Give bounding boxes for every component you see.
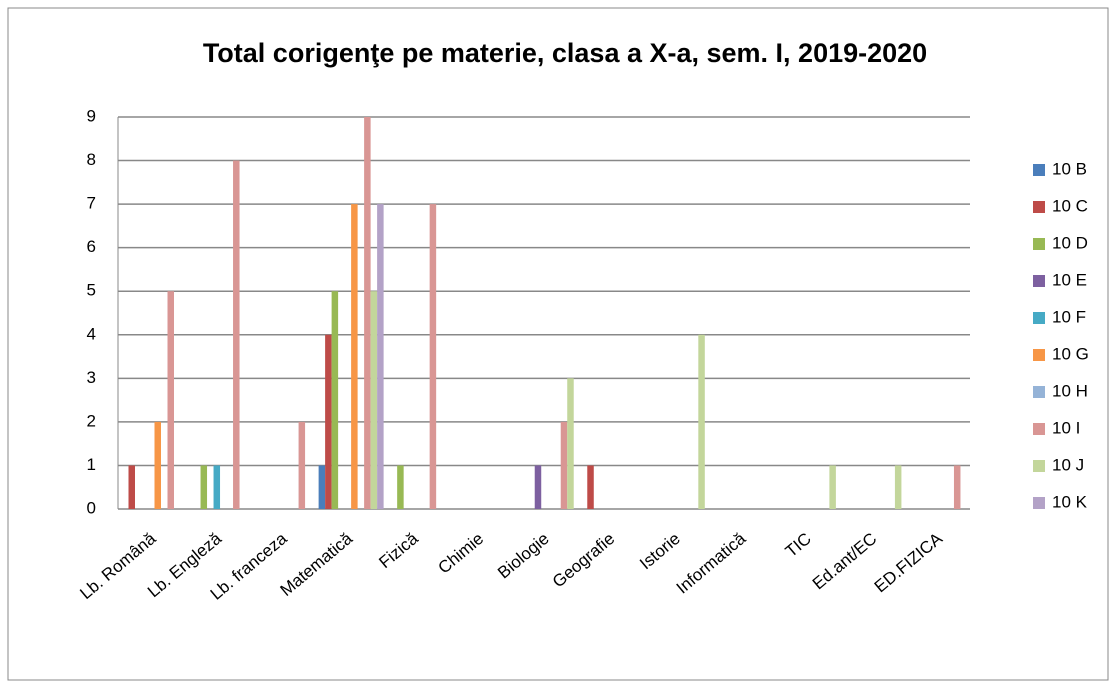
legend-swatch	[1033, 164, 1045, 176]
y-tick-label: 6	[87, 237, 96, 256]
bar	[894, 465, 902, 509]
bar	[364, 117, 371, 509]
bar	[167, 291, 174, 509]
legend-swatch	[1033, 312, 1045, 324]
legend-label: 10 F	[1052, 307, 1086, 326]
legend-swatch	[1033, 275, 1045, 287]
legend-swatch	[1033, 201, 1045, 213]
y-tick-label: 5	[87, 281, 96, 300]
bar	[397, 465, 404, 509]
y-tick-label: 1	[87, 455, 96, 474]
bar	[829, 465, 836, 509]
bar	[534, 465, 542, 509]
bar	[128, 465, 135, 509]
y-tick-label: 2	[87, 411, 96, 430]
legend-label: 10 H	[1052, 381, 1088, 400]
bar	[429, 204, 437, 509]
bar	[331, 291, 339, 509]
legend-label: 10 K	[1052, 492, 1088, 511]
bar	[953, 465, 961, 509]
bar	[325, 334, 332, 509]
bar	[560, 421, 568, 509]
bar	[298, 421, 306, 509]
bar	[370, 291, 378, 509]
bar	[377, 204, 384, 509]
bar	[567, 378, 574, 509]
bar	[698, 334, 705, 509]
chart-frame	[7, 7, 1109, 681]
legend-swatch	[1033, 349, 1045, 361]
y-tick-label: 7	[87, 194, 96, 213]
bar	[154, 421, 161, 509]
bar	[233, 160, 240, 510]
y-tick-label: 4	[87, 324, 96, 343]
legend-label: 10 C	[1052, 196, 1088, 215]
legend-label: 10 B	[1052, 159, 1087, 178]
legend-label: 10 D	[1052, 233, 1088, 252]
y-tick-label: 0	[87, 498, 96, 517]
bar	[318, 465, 326, 509]
y-tick-label: 8	[87, 150, 96, 169]
legend-swatch	[1033, 497, 1045, 509]
legend-swatch	[1033, 460, 1045, 472]
bar	[351, 204, 358, 509]
chart-title: Total corigenţe pe materie, clasa a X-a,…	[203, 38, 927, 68]
bar	[200, 465, 208, 509]
legend-swatch	[1033, 386, 1045, 398]
legend-swatch	[1033, 238, 1045, 250]
y-tick-label: 3	[87, 368, 96, 387]
legend-label: 10 J	[1052, 455, 1084, 474]
legend-label: 10 E	[1052, 270, 1087, 289]
bar	[587, 465, 594, 509]
legend-label: 10 I	[1052, 418, 1080, 437]
legend-label: 10 G	[1052, 344, 1089, 363]
bar	[213, 465, 221, 509]
legend-swatch	[1033, 423, 1045, 435]
y-tick-label: 9	[87, 106, 96, 125]
